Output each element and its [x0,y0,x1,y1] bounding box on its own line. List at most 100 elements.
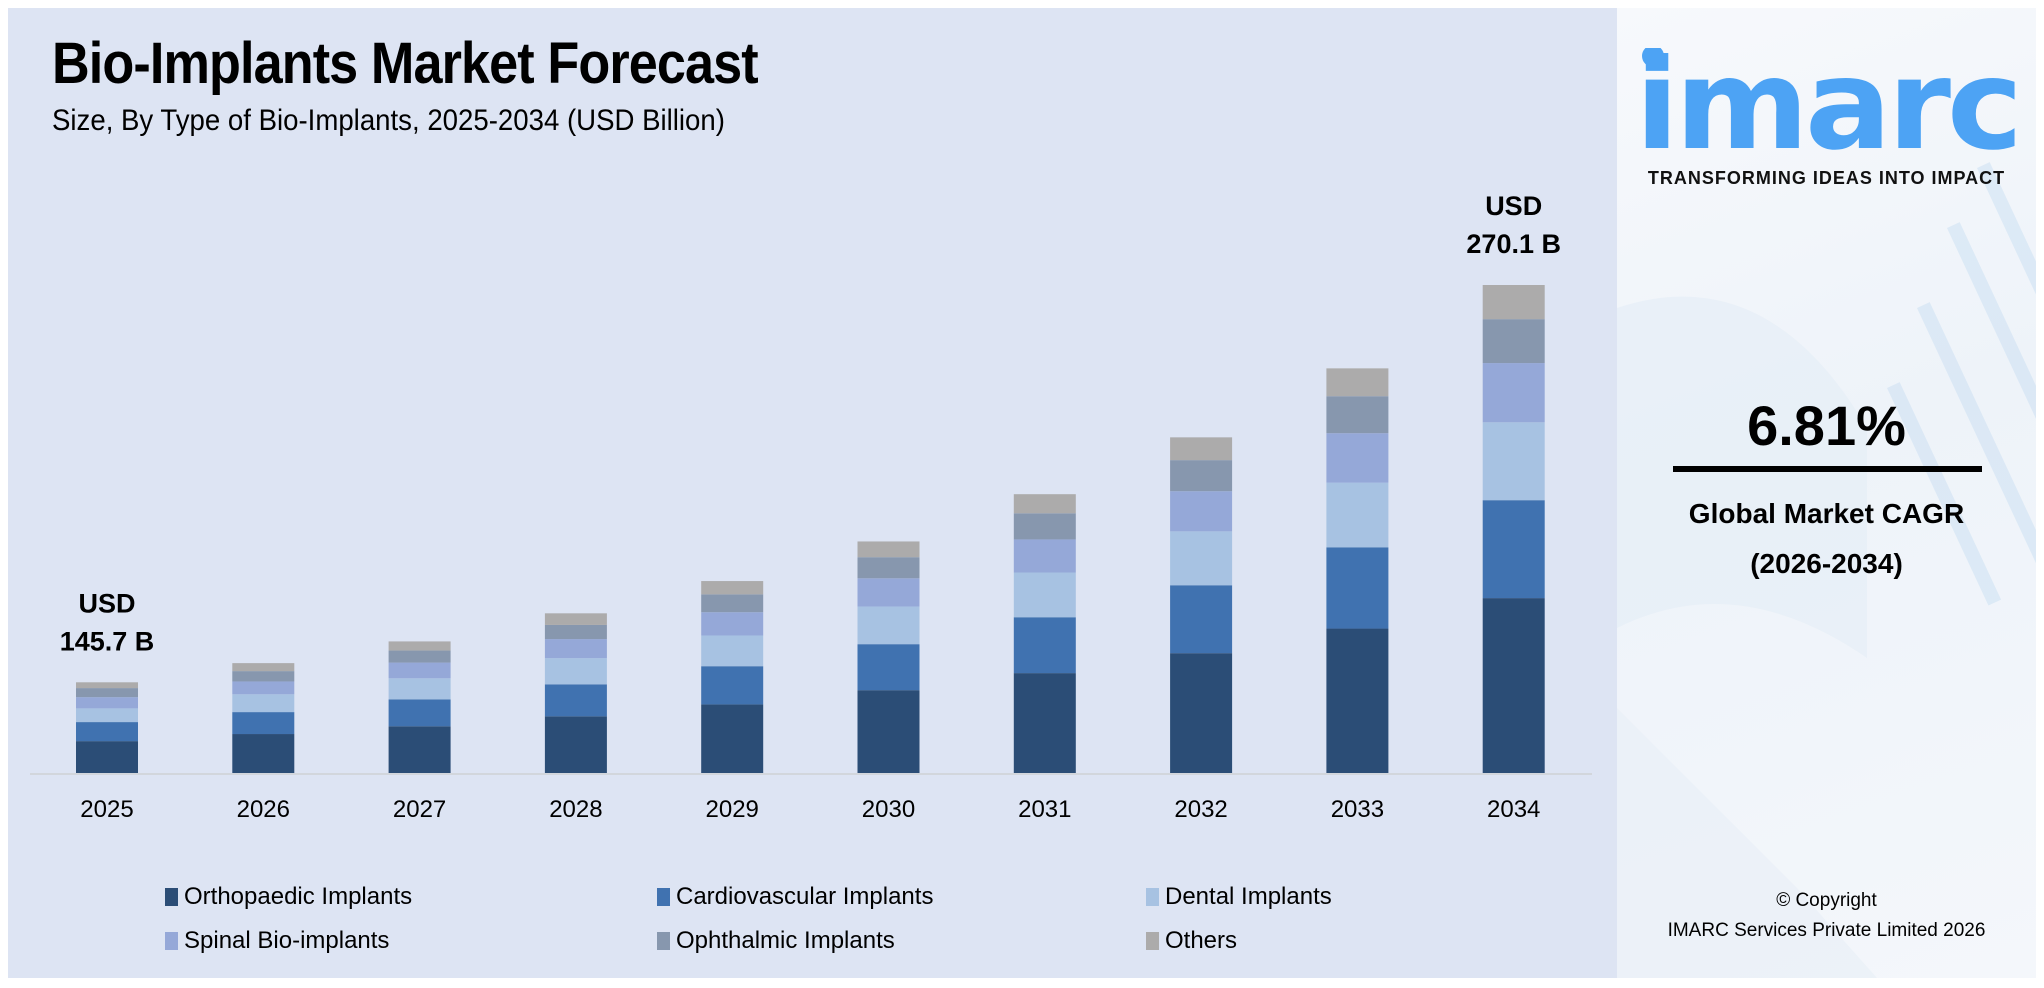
bar-segment-2026-3 [232,681,295,695]
bar-segment-2032-5 [1170,437,1233,461]
cagr-value: 6.81% [1747,394,1906,457]
bar-segment-2026-4 [232,671,295,682]
chart-subtitle: Size, By Type of Bio-Implants, 2025-2034… [52,104,725,137]
bar-segment-2028-3 [544,639,607,659]
total-value-label: USD [1485,191,1542,221]
x-tick-label: 2025 [80,796,133,823]
bar-segment-2032-4 [1170,460,1233,492]
bar-segment-2033-1 [1326,547,1389,629]
bar-segment-2027-2 [388,678,451,700]
x-tick-label: 2028 [549,796,602,823]
bar-segment-2028-0 [544,716,607,773]
bar-segment-2031-3 [1013,539,1076,573]
cagr-period: (2026-2034) [1750,548,1903,579]
total-value-label: 145.7 B [60,626,155,656]
copyright-text: © Copyright [1776,890,1877,911]
legend-label: Orthopaedic Implants [184,883,413,910]
imarc-logo: imarc [1639,48,2019,158]
legend-swatch [1146,932,1159,950]
bar-segment-2025-5 [76,682,138,689]
bar-segment-2028-4 [544,624,607,640]
legend-swatch [657,888,670,906]
x-tick-label: 2026 [237,796,290,823]
bar-segment-2034-1 [1482,500,1545,599]
bar-segment-2034-0 [1482,598,1545,773]
bar-segment-2030-2 [857,606,920,645]
bar-segment-2030-1 [857,644,920,691]
bar-segment-2025-2 [76,708,138,723]
bar-segment-2025-3 [76,697,138,709]
legend-swatch [657,932,670,950]
bar-segment-2031-2 [1013,572,1076,618]
bar-segment-2032-2 [1170,531,1233,586]
legend-label: Dental Implants [1165,883,1332,910]
bar-segment-2033-4 [1326,396,1389,434]
cagr-label: Global Market CAGR [1688,498,1965,529]
bar-segment-2032-3 [1170,491,1233,532]
svg-text:imarc: imarc [1639,48,2019,158]
bar-segment-2028-2 [544,658,607,685]
legend-swatch [165,932,178,950]
stacked-bar-chart: 2025 2026 2027 2028 2029 2030 2031 2032 2033 2034… [30,191,1592,823]
x-tick-label: 2029 [706,796,759,823]
bar-segment-2026-1 [232,712,295,735]
bar-segment-2027-1 [388,699,451,727]
bar-segment-2028-5 [544,613,607,625]
chart-title: Bio-Implants Market Forecast [52,31,759,96]
legend-item: Dental Implants [1146,883,1332,911]
brand-panel: imarc TRANSFORMING IDEAS INTO IMPACT 6.8… [1617,8,2036,978]
bar-segment-2034-5 [1482,285,1545,320]
legend-swatch [165,888,178,906]
bar-segment-2025-0 [76,741,138,773]
legend-label: Ophthalmic Implants [676,927,895,954]
bar-segment-2026-0 [232,734,295,773]
bar-segment-2029-2 [701,635,764,667]
bar-segment-2030-5 [857,541,920,558]
bar-segment-2031-4 [1013,513,1076,540]
bar-segment-2029-3 [701,612,764,636]
legend-item: Ophthalmic Implants [657,927,895,955]
bar-segment-2029-5 [701,581,764,595]
bar-segment-2032-1 [1170,585,1233,654]
bar-segment-2030-4 [857,557,920,579]
legend-label: Spinal Bio-implants [184,927,390,954]
bar-segment-2031-0 [1013,673,1076,773]
background-chart-decoration [1617,162,2036,978]
bar-segment-2033-3 [1326,433,1389,483]
bar-segment-2033-0 [1326,628,1389,773]
bar-segment-2027-3 [388,662,451,679]
legend-item: Cardiovascular Implants [657,883,933,911]
legend-label: Others [1165,927,1238,954]
divider [1673,466,1982,472]
bar-segment-2025-4 [76,688,138,698]
x-tick-label: 2032 [1174,796,1227,823]
bar-segment-2032-0 [1170,653,1233,773]
bar-segment-2027-0 [388,726,451,773]
bar-segment-2033-5 [1326,368,1389,397]
bar-segment-2033-2 [1326,482,1389,548]
brand-tagline: TRANSFORMING IDEAS INTO IMPACT [1647,168,2006,188]
total-value-label: USD [78,588,135,618]
bar-segment-2029-4 [701,594,764,613]
total-value-label: 270.1 B [1466,229,1561,259]
legend-item: Spinal Bio-implants [165,927,389,955]
bar-segment-2027-5 [388,641,451,651]
bar-segment-2025-1 [76,722,138,742]
x-tick-label: 2030 [862,796,915,823]
bar-segment-2027-4 [388,650,451,663]
legend-label: Cardiovascular Implants [676,883,934,910]
x-tick-label: 2031 [1018,796,1071,823]
bar-segment-2028-1 [544,684,607,717]
copyright-company: IMARC Services Private Limited 2026 [1667,920,1986,941]
legend-item: Orthopaedic Implants [165,883,412,911]
legend-item: Others [1146,927,1237,955]
bar-segment-2030-3 [857,578,920,607]
x-tick-label: 2027 [393,796,446,823]
bar-segment-2031-5 [1013,494,1076,514]
bar-segment-2029-0 [701,704,764,773]
bar-segment-2031-1 [1013,617,1076,674]
x-tick-label: 2033 [1331,796,1384,823]
bar-segment-2034-4 [1482,319,1545,364]
legend-swatch [1146,888,1159,906]
bar-segment-2034-2 [1482,422,1545,501]
